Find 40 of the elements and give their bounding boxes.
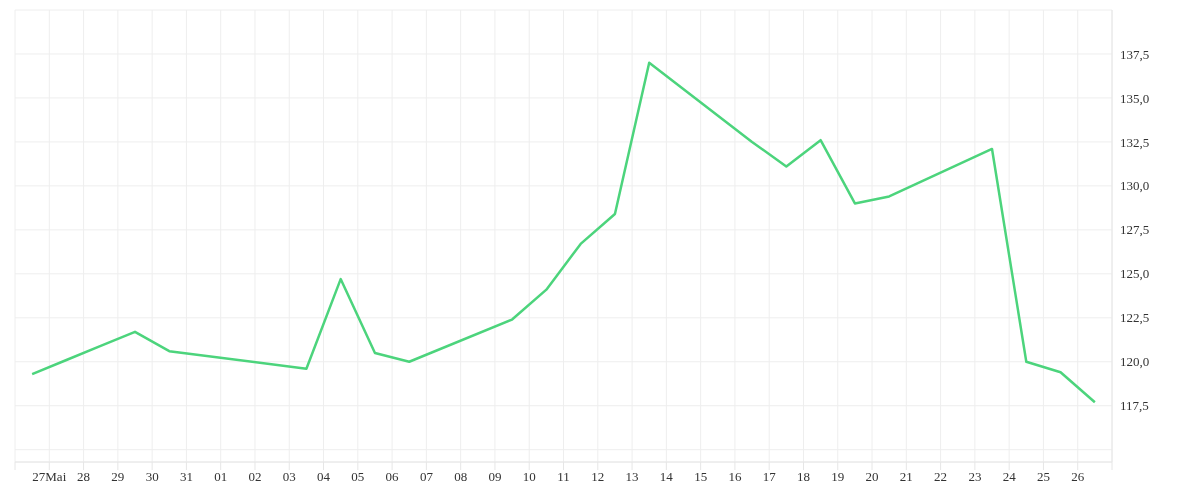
x-tick-label: 05: [351, 469, 365, 485]
x-tick-label: 16: [728, 469, 742, 485]
x-tick-label: 03: [282, 469, 296, 485]
y-tick-label: 125,0: [1120, 266, 1150, 282]
x-tick-label: 22: [934, 469, 948, 485]
x-tick-label: 30: [145, 469, 159, 485]
y-tick-label: 127,5: [1120, 222, 1150, 238]
x-tick-label: 01: [214, 469, 228, 485]
x-tick-label: 11: [557, 469, 570, 485]
x-tick-label: 19: [831, 469, 845, 485]
x-tick-label: 09: [488, 469, 502, 485]
x-tick-label: 26: [1071, 469, 1085, 485]
x-tick-label: 24: [1002, 469, 1017, 485]
x-tick-label: 15: [694, 469, 708, 485]
x-tick-label: 29: [111, 469, 125, 485]
x-tick-label: 23: [968, 469, 982, 485]
x-tick-label: 17: [762, 469, 777, 485]
x-tick-label: 28: [77, 469, 91, 485]
x-tick-label: 21: [899, 469, 913, 485]
y-tick-label: 137,5: [1120, 46, 1150, 62]
y-tick-label: 117,5: [1120, 398, 1149, 414]
x-tick-label: 12: [591, 469, 605, 485]
x-tick-label: 14: [659, 469, 674, 485]
x-tick-label: 10: [522, 469, 536, 485]
x-tick-label: 02: [248, 469, 262, 485]
x-tick-label: 08: [454, 469, 468, 485]
x-tick-label: 20: [865, 469, 879, 485]
x-tick-label: 31: [179, 469, 193, 485]
y-tick-label: 120,0: [1120, 354, 1150, 370]
x-tick-label: 07: [419, 469, 434, 485]
x-tick-label: 25: [1036, 469, 1050, 485]
x-tick-label: 18: [796, 469, 810, 485]
x-tick-label: 27Mai: [32, 469, 67, 485]
y-tick-label: 135,0: [1120, 90, 1150, 106]
y-tick-label: 130,0: [1120, 178, 1150, 194]
x-tick-label: 06: [385, 469, 400, 485]
y-tick-label: 132,5: [1120, 134, 1150, 150]
y-tick-label: 122,5: [1120, 310, 1150, 326]
x-tick-label: 04: [317, 469, 331, 485]
x-tick-label: 13: [625, 469, 639, 485]
